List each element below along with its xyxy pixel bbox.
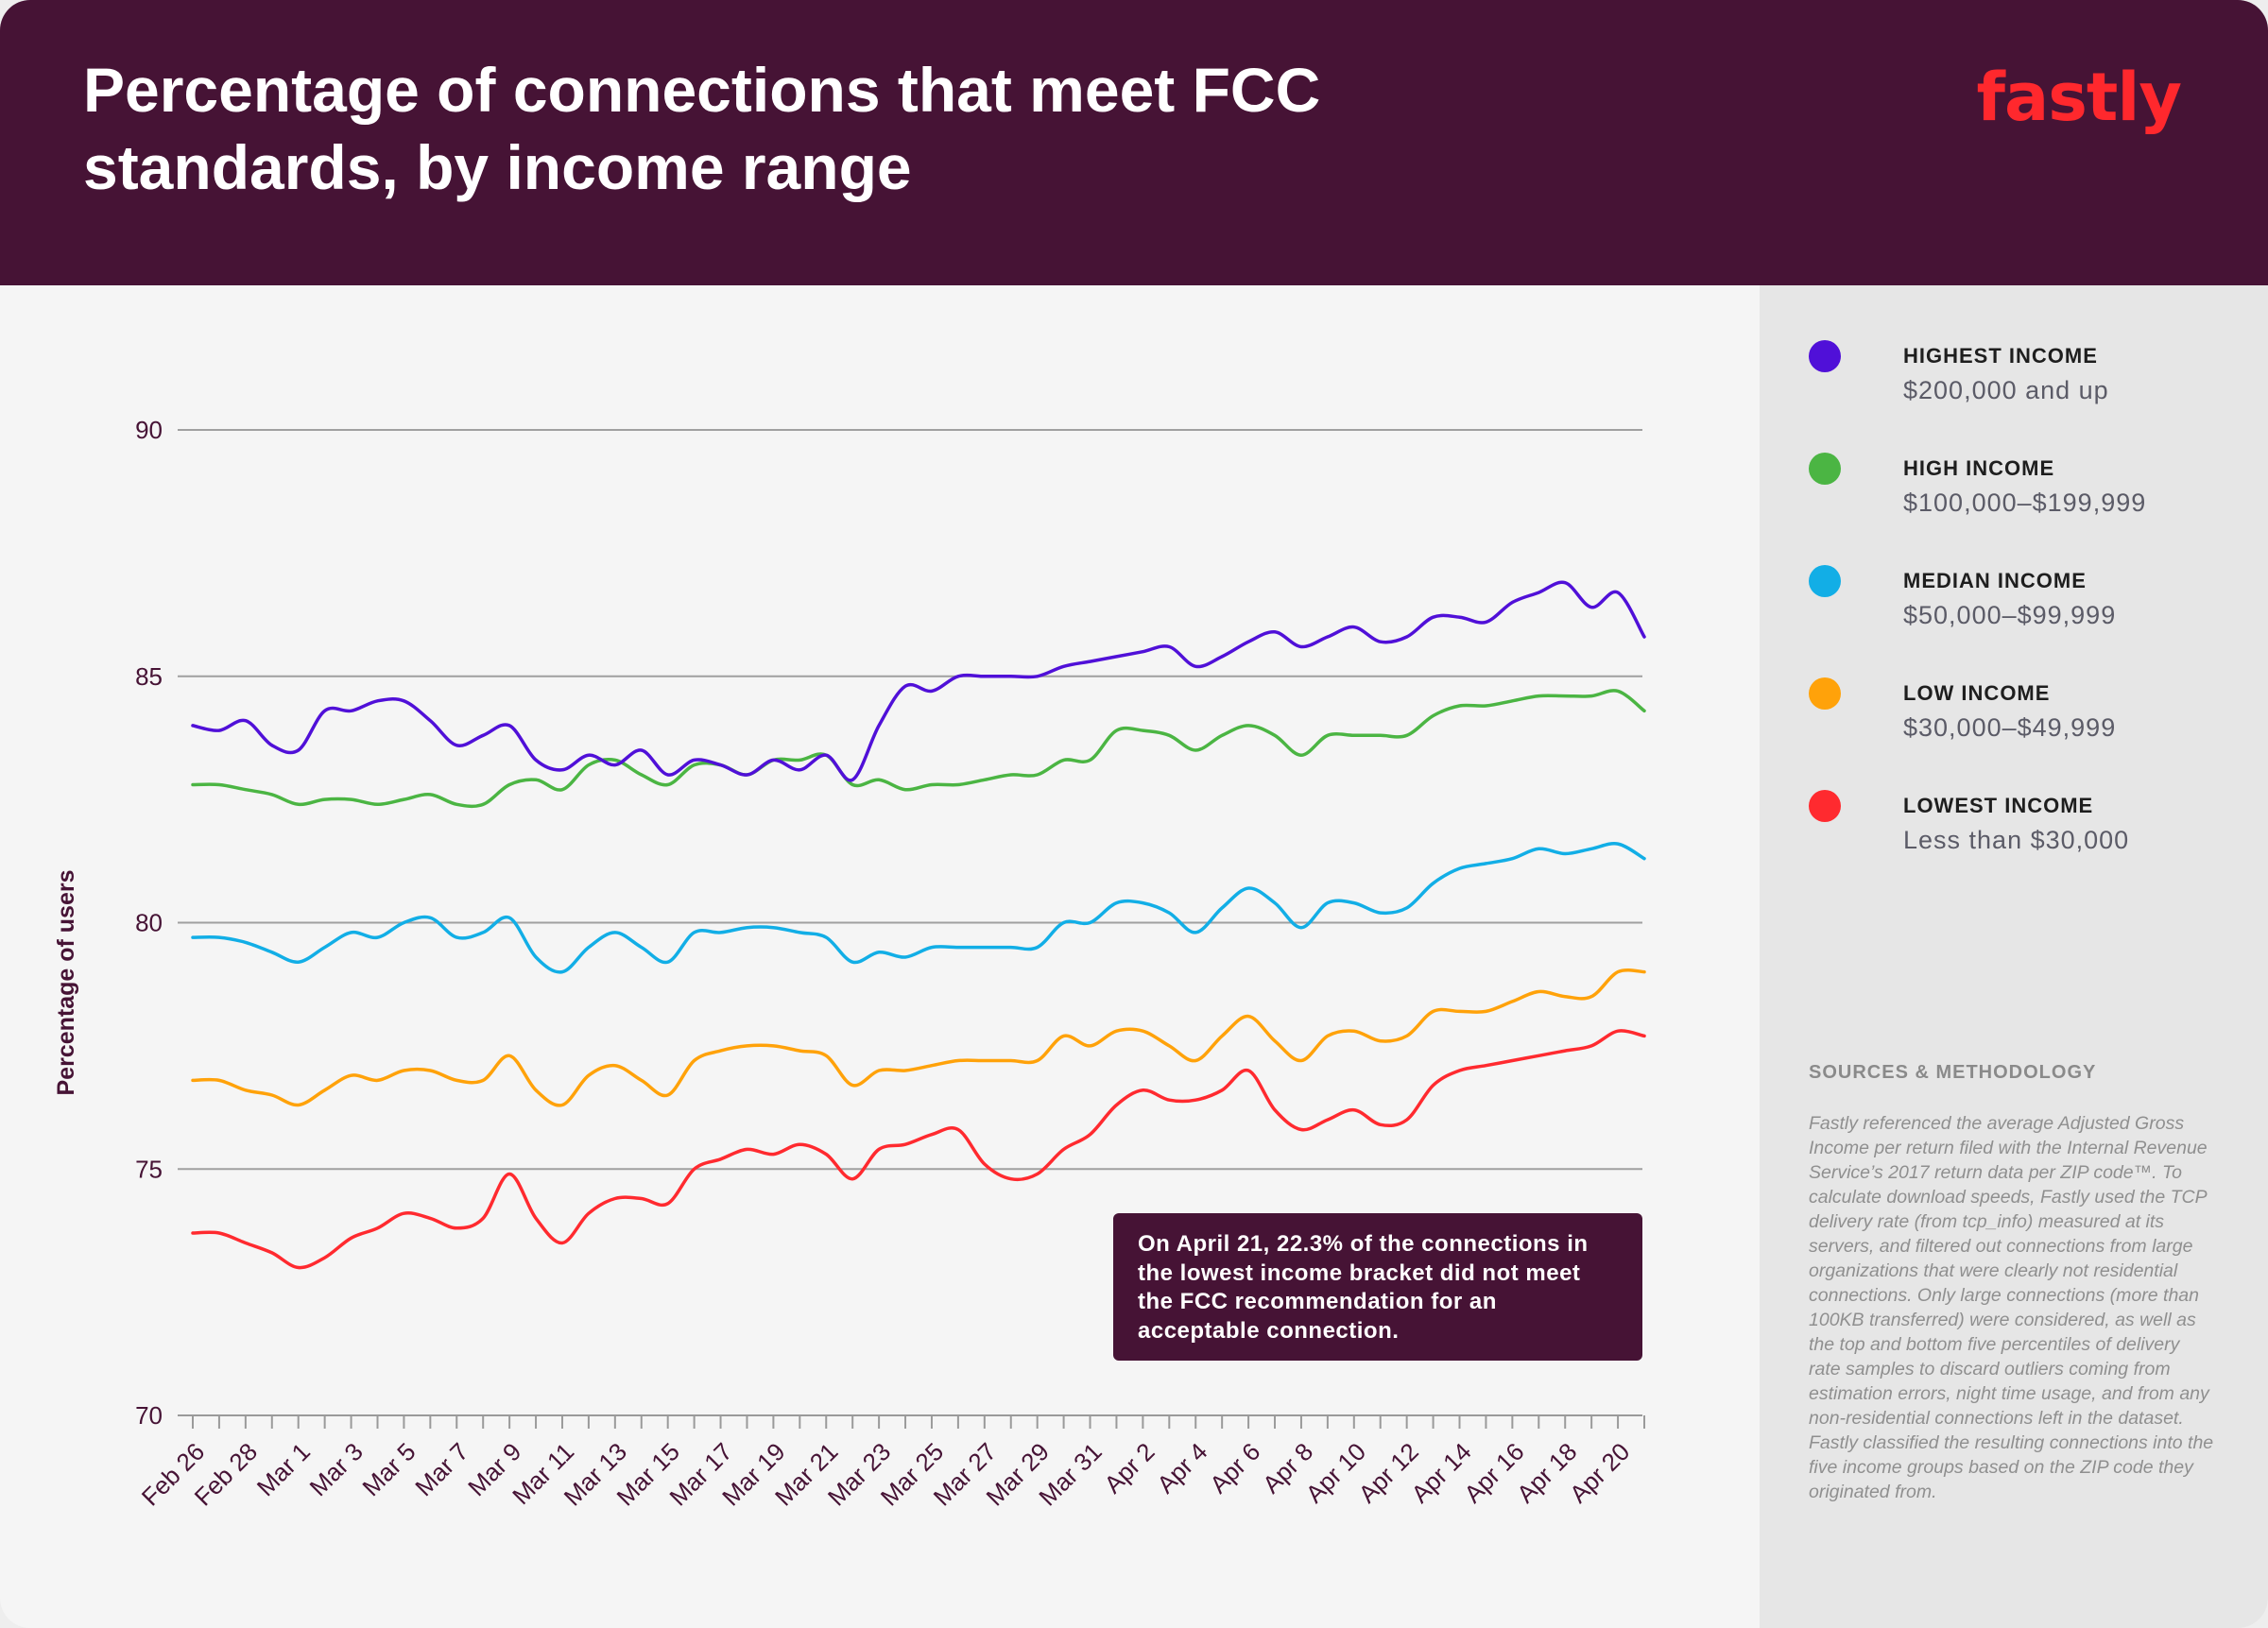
- y-tick-label: 80: [135, 909, 163, 937]
- x-tick-label: Apr 12: [1353, 1437, 1424, 1508]
- legend-range: $200,000 and up: [1903, 376, 2109, 404]
- legend-range: $100,000–$199,999: [1903, 488, 2147, 517]
- series-line-median-income: [191, 841, 1646, 974]
- legend-name: HIGH INCOME: [1903, 456, 2055, 480]
- legend-name: LOW INCOME: [1903, 681, 2051, 705]
- gridlines: [178, 429, 1642, 1416]
- x-tick-label: Apr 14: [1405, 1437, 1476, 1508]
- legend-range: Less than $30,000: [1903, 826, 2130, 854]
- x-tick-label: Mar 5: [356, 1437, 421, 1501]
- x-tick-label: Apr 4: [1151, 1437, 1212, 1499]
- annotation-callout: On April 21, 22.3% of the connections in…: [1113, 1213, 1642, 1361]
- x-tick-label: Mar 7: [409, 1437, 473, 1501]
- header-banner: Percentage of connections that meet FCC …: [0, 0, 2268, 285]
- sources-heading: SOURCES & METHODOLOGY: [1809, 1062, 2097, 1083]
- sources-text: Fastly referenced the average Adjusted G…: [1809, 1113, 2214, 1502]
- y-tick-label: 70: [135, 1401, 163, 1430]
- legend-panel: HIGHEST INCOME $200,000 and up HIGH INCO…: [1760, 285, 2268, 1628]
- legend-range: $30,000–$49,999: [1903, 713, 2117, 742]
- legend-swatch: [1809, 565, 1841, 597]
- legend-range: $50,000–$99,999: [1903, 601, 2117, 629]
- legend-name: HIGHEST INCOME: [1903, 344, 2098, 368]
- legend-swatch: [1809, 453, 1841, 485]
- x-tick-label: Apr 6: [1204, 1437, 1265, 1499]
- y-axis-label: Percentage of users: [53, 869, 79, 1096]
- legend-swatch: [1809, 340, 1841, 372]
- x-tick-label: Apr 16: [1458, 1437, 1529, 1508]
- legend-swatch: [1809, 790, 1841, 822]
- x-tick-label: Apr 20: [1564, 1437, 1635, 1508]
- y-tick-label: 85: [135, 662, 163, 691]
- x-tick-label: Mar 3: [304, 1437, 369, 1501]
- x-tick-label: Apr 10: [1300, 1437, 1371, 1508]
- page-title: Percentage of connections that meet FCC …: [83, 55, 1321, 202]
- series-line-highest-income: [191, 580, 1646, 782]
- y-axis-ticks: 70 75 80 85 90: [135, 416, 163, 1430]
- legend-name: MEDIAN INCOME: [1903, 569, 2087, 592]
- series-lines: [191, 580, 1646, 1270]
- fastly-logo: fastly: [1976, 59, 2182, 136]
- legend-swatch: [1809, 677, 1841, 710]
- x-tick-label: Mar 1: [251, 1437, 316, 1501]
- x-tick-label: Apr 18: [1511, 1437, 1582, 1508]
- annotation-text: On April 21, 22.3% of the connections in…: [1138, 1231, 1589, 1344]
- series-line-low-income: [191, 968, 1646, 1107]
- series-line-lowest-income: [191, 1029, 1646, 1270]
- series-line-high-income: [191, 689, 1646, 809]
- y-tick-label: 90: [135, 416, 163, 444]
- legend-name: LOWEST INCOME: [1903, 794, 2094, 817]
- y-tick-label: 75: [135, 1155, 163, 1183]
- x-tick-label: Apr 2: [1098, 1437, 1160, 1499]
